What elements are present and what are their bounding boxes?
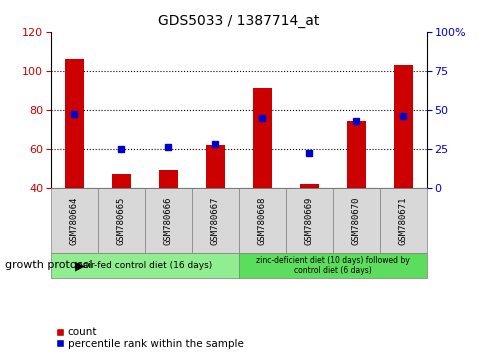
Text: GSM780665: GSM780665 bbox=[117, 196, 126, 245]
Text: GSM780671: GSM780671 bbox=[398, 196, 407, 245]
Legend: count, percentile rank within the sample: count, percentile rank within the sample bbox=[56, 327, 243, 349]
Text: GSM780668: GSM780668 bbox=[257, 196, 266, 245]
Text: GSM780670: GSM780670 bbox=[351, 196, 360, 245]
Title: GDS5033 / 1387714_at: GDS5033 / 1387714_at bbox=[158, 14, 319, 28]
Bar bbox=[65, 59, 84, 188]
Bar bbox=[393, 65, 412, 188]
Text: GSM780664: GSM780664 bbox=[70, 196, 79, 245]
Bar bbox=[112, 174, 131, 188]
Text: zinc-deficient diet (10 days) followed by
control diet (6 days): zinc-deficient diet (10 days) followed b… bbox=[256, 256, 409, 275]
Bar bbox=[299, 184, 318, 188]
Text: GSM780667: GSM780667 bbox=[211, 196, 219, 245]
Text: growth protocol: growth protocol bbox=[5, 261, 92, 270]
Bar bbox=[346, 121, 365, 188]
Bar bbox=[206, 145, 224, 188]
Bar bbox=[159, 170, 178, 188]
Text: GSM780666: GSM780666 bbox=[164, 196, 172, 245]
Bar bbox=[253, 88, 271, 188]
Text: ▶: ▶ bbox=[75, 259, 85, 272]
Text: pair-fed control diet (16 days): pair-fed control diet (16 days) bbox=[77, 261, 212, 270]
Text: GSM780669: GSM780669 bbox=[304, 196, 313, 245]
